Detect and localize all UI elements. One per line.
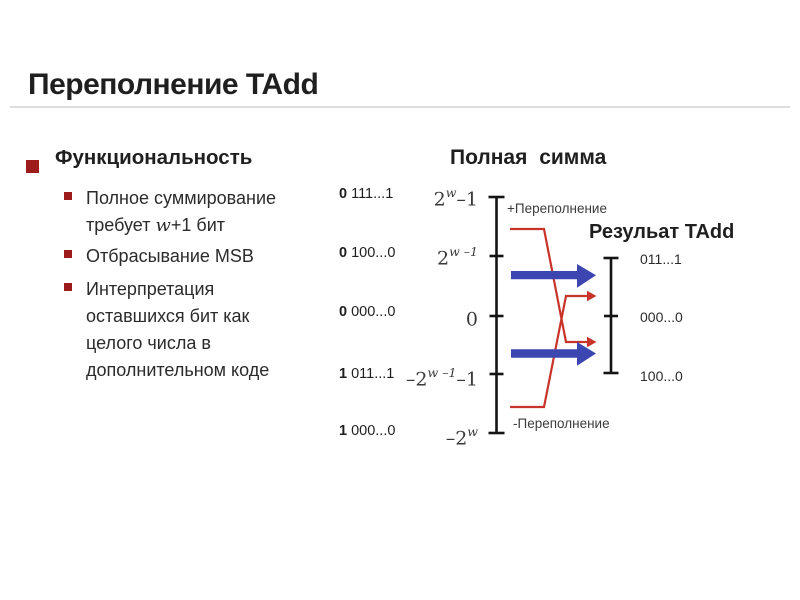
list-item-text: Отбрасывание MSB (86, 243, 344, 270)
line: Полное суммирование (86, 188, 277, 208)
neg-overflow-path (510, 294, 588, 409)
bullet-square-icon (64, 283, 72, 291)
neg-overflow-label: -Переполнение (513, 416, 610, 431)
title-divider (10, 106, 790, 108)
axis-label-2w-1: 2w–1 (433, 185, 478, 211)
functionality-heading: Функциональность (55, 146, 253, 169)
line: требует w+1 бит (86, 215, 225, 236)
axis-label-2w-1exp: 2w –1 (437, 244, 478, 270)
list-item: Отбрасывание MSB (64, 243, 344, 270)
list-item: Полное суммирование требует w+1 бит (64, 185, 344, 239)
result-axis (603, 256, 619, 375)
pos-overflow-arrowhead-icon (587, 336, 597, 348)
line: дополнительном коде (86, 360, 270, 380)
tadd-arrow-top-icon (511, 264, 596, 288)
bullet-square-icon (64, 250, 72, 258)
binary-label: 0 100...0 (339, 245, 396, 261)
axis-label-neg2w: –2w (445, 424, 478, 450)
axis-label-zero: 0 (465, 308, 478, 331)
sum-axis-title: Полная симма (450, 146, 607, 169)
binary-label: 0 111...1 (339, 186, 394, 202)
result-label-min: 100...0 (640, 368, 683, 384)
slide-title: Переполнение TAdd (28, 68, 319, 101)
line: оставшихся бит как (86, 306, 250, 326)
result-label-zero: 000...0 (640, 309, 683, 325)
section-bullet-icon (26, 160, 39, 173)
pos-overflow-label: +Переполнение (507, 201, 607, 216)
axis-label-neg2w-1-1: –2w –1–1 (405, 365, 478, 391)
line: целого числа в (86, 333, 211, 353)
neg-overflow-arrowhead-icon (587, 290, 597, 302)
result-title: Резульат TAdd (589, 221, 735, 243)
math-var-w: w (155, 215, 171, 236)
binary-label: 0 000...0 (339, 304, 396, 320)
binary-label: 1 011...1 (339, 366, 395, 382)
pos-overflow-path (510, 227, 588, 344)
list-item-text: Интерпретация оставшихся бит как целого … (86, 276, 344, 384)
line: Интерпретация (86, 279, 215, 299)
overflow-paths (510, 227, 588, 409)
result-label-max: 011...1 (640, 251, 682, 267)
tadd-arrow-bottom-icon (511, 342, 596, 366)
list-item-text: Полное суммирование требует w+1 бит (86, 185, 344, 239)
binary-label: 1 000...0 (339, 423, 396, 439)
bullet-square-icon (64, 192, 72, 200)
sum-axis (488, 195, 505, 435)
list-item: Интерпретация оставшихся бит как целого … (64, 276, 344, 384)
line: Отбрасывание MSB (86, 246, 254, 266)
